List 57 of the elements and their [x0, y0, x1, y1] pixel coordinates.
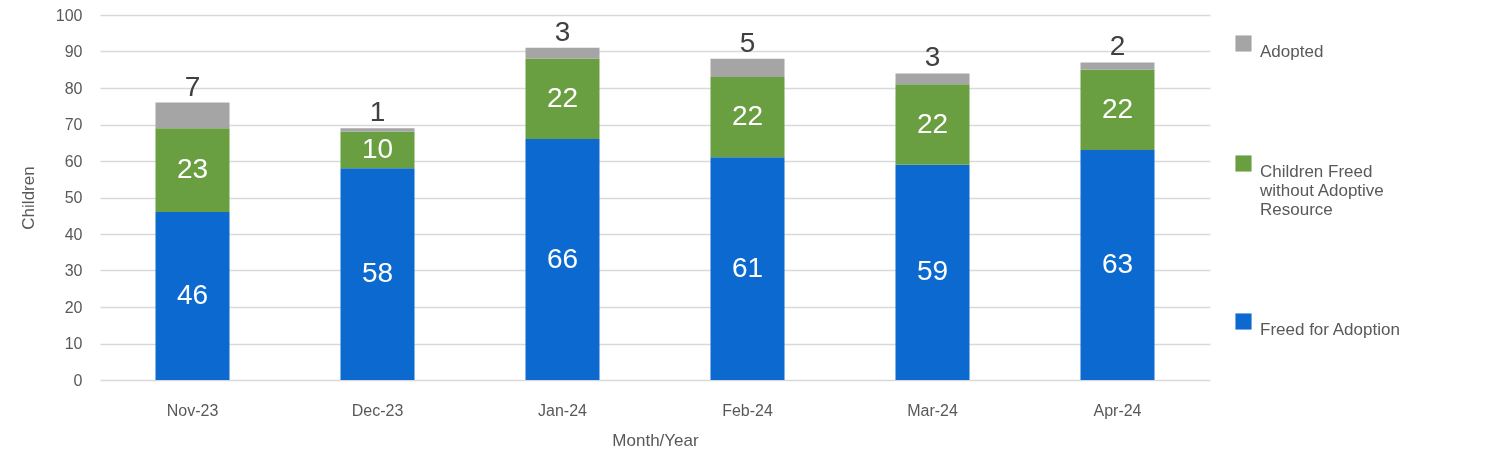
- bar: [895, 84, 970, 165]
- bar: [710, 58, 785, 78]
- bar: [525, 139, 600, 380]
- x-tick-label: Feb-24: [722, 401, 773, 419]
- bar: [1080, 69, 1155, 151]
- y-tick-label: 40: [64, 225, 83, 243]
- y-tick-label: 20: [64, 298, 83, 316]
- data-label: 63: [1101, 248, 1134, 280]
- y-tick-label: 60: [64, 152, 83, 170]
- data-label: 10: [361, 133, 394, 165]
- bar: [525, 58, 600, 140]
- x-tick-label: Jan-24: [538, 401, 588, 419]
- y-tick-label: 10: [64, 335, 83, 352]
- y-tick-label: 90: [64, 43, 83, 60]
- bar: [155, 212, 230, 380]
- data-label: 22: [1101, 92, 1134, 124]
- bar: [155, 102, 230, 129]
- bar: [340, 128, 415, 132]
- x-tick-label: Nov-23: [166, 401, 219, 419]
- data-label: 7: [184, 70, 201, 102]
- legend-label: Adopted: [1260, 41, 1324, 61]
- x-tick-label: Dec-23: [351, 401, 404, 419]
- data-label: 59: [916, 255, 949, 287]
- data-label: 58: [361, 257, 394, 289]
- data-label: 3: [554, 15, 571, 47]
- data-label: 22: [731, 100, 764, 132]
- bar: [525, 47, 600, 59]
- y-tick-label: 80: [64, 79, 83, 97]
- y-tick-label: 70: [64, 116, 83, 133]
- data-label: 66: [546, 242, 579, 274]
- bar: [1080, 150, 1155, 380]
- bar: [710, 157, 785, 380]
- data-label: 22: [546, 81, 579, 113]
- y-tick-label: 30: [64, 262, 83, 279]
- data-label: 1: [369, 96, 386, 128]
- bar: [895, 73, 970, 85]
- bar: [1080, 62, 1155, 70]
- data-label: 23: [176, 153, 209, 185]
- x-tick-label: Mar-24: [907, 401, 958, 419]
- data-label: 46: [176, 279, 209, 311]
- y-tick-label: 100: [55, 6, 83, 24]
- x-tick-label: Apr-24: [1093, 401, 1142, 419]
- legend-label: Children Freed without Adoptive Resource: [1259, 161, 1384, 219]
- y-tick-label: 50: [64, 189, 83, 206]
- bar: [340, 168, 415, 380]
- y-axis-title: Children: [18, 166, 38, 230]
- legend-label: Freed for Adoption: [1260, 319, 1400, 339]
- bar: [155, 128, 230, 213]
- y-tick-label: 0: [73, 371, 83, 389]
- data-label: 5: [739, 26, 756, 58]
- data-label: 3: [924, 41, 941, 73]
- bar: [710, 77, 785, 158]
- x-axis-title: Month/Year: [612, 430, 699, 450]
- data-label: 2: [1109, 30, 1126, 62]
- data-label: 22: [916, 107, 949, 139]
- bar: [895, 164, 970, 380]
- data-label: 61: [731, 251, 764, 283]
